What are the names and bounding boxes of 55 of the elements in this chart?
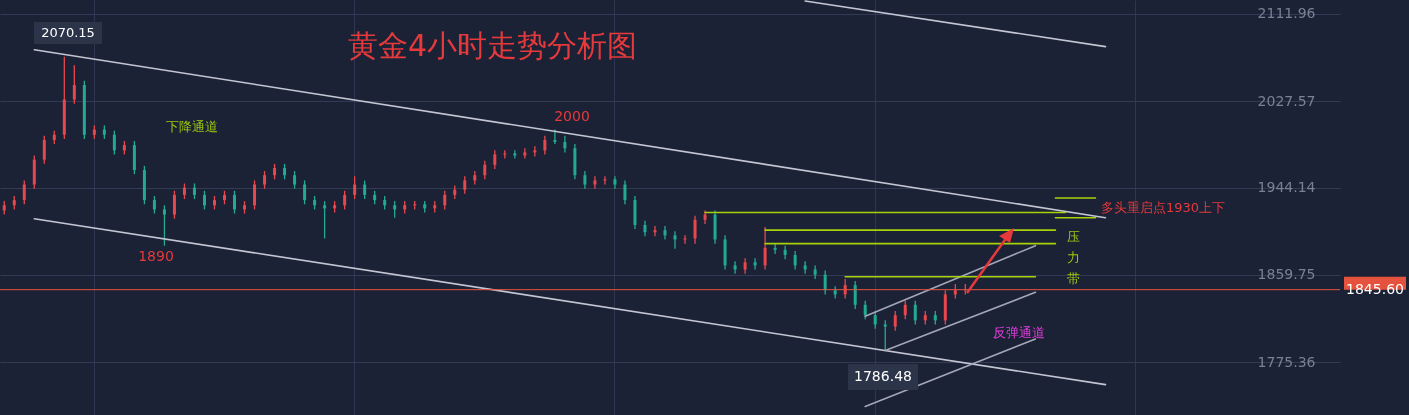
annotation: 反弹通道 (993, 325, 1045, 340)
y-tick-label: 2027.57 (1257, 92, 1316, 109)
candlestick (343, 190, 347, 211)
candlestick (22, 179, 26, 205)
candlestick (162, 204, 166, 247)
y-tick-label: 2111.96 (1257, 5, 1316, 22)
annotation: 1890 (138, 248, 174, 264)
candlestick (593, 175, 597, 190)
annotation: 2070.15 (41, 25, 95, 40)
candlestick (303, 179, 307, 205)
candlestick (763, 226, 767, 271)
candlestick (72, 64, 76, 105)
candlestick (233, 190, 237, 215)
candlestick (563, 135, 567, 154)
candlestick (853, 280, 857, 310)
candlestick (493, 149, 497, 170)
candlestick (893, 310, 897, 332)
y-tick-label: 1775.36 (1257, 353, 1316, 370)
annotation: 压力带 (1066, 229, 1080, 286)
candlestick (623, 179, 627, 205)
candlestick (42, 135, 46, 165)
candlestick (243, 200, 247, 215)
candlestick (112, 129, 116, 156)
candlestick (212, 195, 216, 211)
candlestick (753, 257, 757, 271)
annotation: 多头重启点1930上下 (1100, 200, 1226, 215)
candlestick (913, 300, 917, 326)
candlestick (683, 234, 687, 245)
candlestick (172, 190, 176, 220)
candlestick (483, 160, 487, 180)
candlestick (733, 260, 737, 275)
candlestick (883, 319, 887, 352)
candlestick (863, 300, 867, 320)
y-tick-label: 1859.75 (1257, 266, 1316, 283)
candlestick (793, 250, 797, 271)
y-tick-label: 1944.14 (1257, 179, 1316, 195)
candlestick (223, 190, 226, 205)
candlestick (673, 230, 677, 250)
candlestick (253, 179, 257, 211)
candlestick (323, 200, 327, 240)
candlestick (903, 300, 907, 320)
candlestick (353, 175, 357, 200)
annotation: 下降通道 (166, 119, 218, 134)
candlestick (202, 190, 206, 211)
candlestick (773, 242, 777, 255)
candlestick (603, 175, 607, 186)
candlestick (543, 135, 547, 156)
candlestick (553, 128, 557, 145)
annotation: 1786.48 (854, 368, 912, 384)
candlestick (693, 214, 697, 245)
candlestick (653, 225, 657, 238)
candlestick (443, 190, 447, 211)
text: 黄金4小时走势分析图 (348, 28, 638, 63)
candlestick (363, 179, 367, 200)
annotation: 2000 (554, 108, 590, 124)
